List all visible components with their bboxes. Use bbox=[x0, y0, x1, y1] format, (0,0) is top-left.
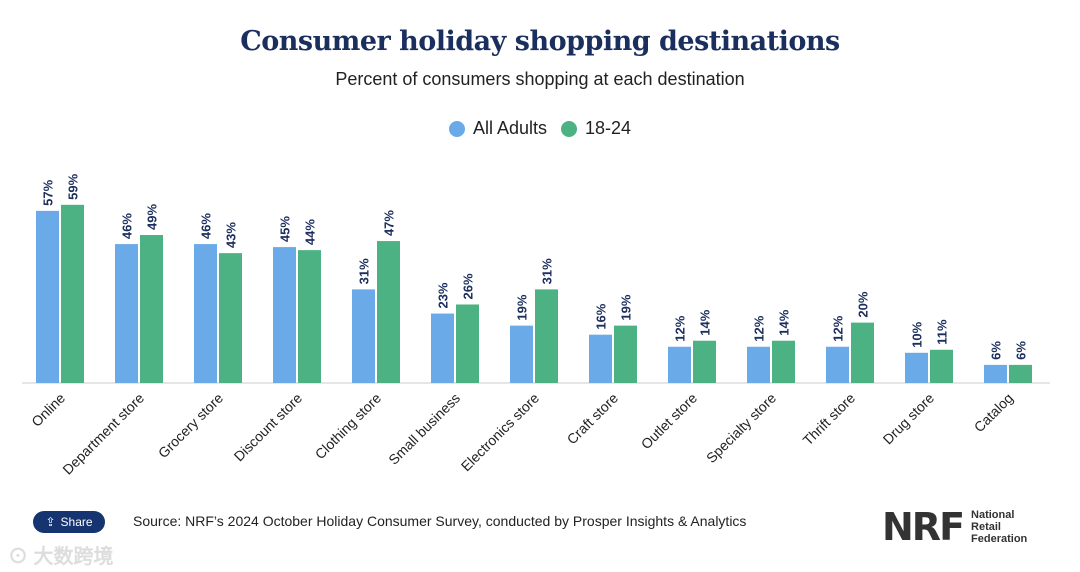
x-tick-label: Small business bbox=[385, 390, 463, 468]
bar-all-adults bbox=[589, 334, 612, 383]
x-tick-label: Clothing store bbox=[312, 390, 385, 463]
bar-18-24 bbox=[377, 241, 400, 383]
legend-dot-icon bbox=[448, 120, 465, 137]
bar-all-adults bbox=[826, 346, 849, 383]
bar-18-24 bbox=[298, 250, 321, 383]
bar-chart: 57% 59% Online 46% 49% Department store 46% 43%… bbox=[22, 173, 1050, 478]
share-icon: ⇪ bbox=[45, 515, 56, 529]
x-tick-label: Electronics store bbox=[458, 390, 543, 475]
data-label: 23% bbox=[436, 282, 451, 308]
data-label: 16% bbox=[594, 303, 609, 329]
share-label: Share bbox=[60, 515, 93, 529]
source-note: Source: NRF’s 2024 October Holiday Consu… bbox=[133, 513, 747, 529]
bar-all-adults bbox=[431, 313, 454, 383]
data-label: 31% bbox=[540, 258, 555, 284]
bar-all-adults bbox=[194, 244, 217, 383]
bar-18-24 bbox=[535, 289, 558, 383]
bar-18-24 bbox=[772, 340, 795, 383]
bar-18-24 bbox=[1009, 364, 1032, 383]
bar-18-24 bbox=[693, 340, 716, 383]
data-label: 12% bbox=[752, 315, 767, 341]
x-tick-label: Department store bbox=[59, 390, 147, 478]
x-tick-label: Drug store bbox=[880, 390, 938, 448]
bar-all-adults bbox=[747, 346, 770, 383]
watermark: ⊙ 大数跨境 bbox=[8, 546, 114, 568]
bar-all-adults bbox=[668, 346, 691, 383]
data-label: 19% bbox=[515, 294, 530, 320]
data-label: 31% bbox=[357, 258, 372, 284]
x-tick-label: Online bbox=[28, 390, 68, 430]
x-tick-label: Discount store bbox=[231, 390, 306, 465]
bar-18-24 bbox=[930, 349, 953, 383]
bar-18-24 bbox=[140, 235, 163, 383]
data-label: 44% bbox=[303, 219, 318, 245]
chart-title: Consumer holiday shopping destinations bbox=[240, 26, 840, 57]
data-label: 26% bbox=[461, 273, 476, 299]
data-label: 10% bbox=[910, 321, 925, 347]
bar-all-adults bbox=[352, 289, 375, 383]
data-label: 12% bbox=[673, 315, 688, 341]
nrf-logo: NRF National Retail Federation bbox=[882, 505, 1028, 549]
bar-all-adults bbox=[36, 210, 59, 383]
data-label: 6% bbox=[1014, 341, 1029, 360]
chart-subtitle: Percent of consumers shopping at each de… bbox=[335, 69, 745, 89]
legend-item-18-24: 18-24 bbox=[561, 118, 631, 139]
legend-label: All Adults bbox=[472, 118, 547, 138]
data-label: 59% bbox=[66, 173, 81, 199]
data-label: 20% bbox=[856, 291, 871, 317]
x-tick-label: Outlet store bbox=[638, 390, 701, 453]
data-label: 45% bbox=[278, 216, 293, 242]
legend: All Adults 18-24 bbox=[0, 118, 1080, 139]
bar-18-24 bbox=[456, 304, 479, 383]
bar-18-24 bbox=[851, 322, 874, 383]
bar-all-adults bbox=[115, 244, 138, 383]
bar-18-24 bbox=[614, 325, 637, 383]
data-label: 14% bbox=[698, 309, 713, 335]
bar-all-adults bbox=[510, 325, 533, 383]
data-label: 43% bbox=[224, 222, 239, 248]
x-tick-label: Specialty store bbox=[703, 390, 779, 466]
x-tick-label: Catalog bbox=[971, 390, 1016, 435]
data-label: 47% bbox=[382, 210, 397, 236]
x-tick-label: Craft store bbox=[564, 390, 622, 448]
x-tick-label: Grocery store bbox=[155, 390, 226, 461]
data-label: 49% bbox=[145, 204, 160, 230]
bar-all-adults bbox=[984, 364, 1007, 383]
legend-label: 18-24 bbox=[585, 118, 632, 138]
data-label: 46% bbox=[120, 213, 135, 239]
share-button[interactable]: ⇪ Share bbox=[33, 511, 105, 533]
bar-all-adults bbox=[905, 352, 928, 383]
data-label: 46% bbox=[199, 213, 214, 239]
data-label: 14% bbox=[777, 309, 792, 335]
bar-18-24 bbox=[219, 253, 242, 383]
x-tick-label: Thrift store bbox=[799, 390, 858, 449]
bar-18-24 bbox=[61, 204, 84, 383]
legend-item-all-adults: All Adults bbox=[448, 118, 547, 139]
data-label: 6% bbox=[989, 341, 1004, 360]
legend-dot-icon bbox=[561, 120, 577, 137]
data-label: 12% bbox=[831, 315, 846, 341]
data-label: 19% bbox=[619, 294, 634, 320]
data-label: 57% bbox=[41, 179, 56, 205]
data-label: 11% bbox=[935, 319, 950, 345]
bar-all-adults bbox=[273, 247, 296, 383]
